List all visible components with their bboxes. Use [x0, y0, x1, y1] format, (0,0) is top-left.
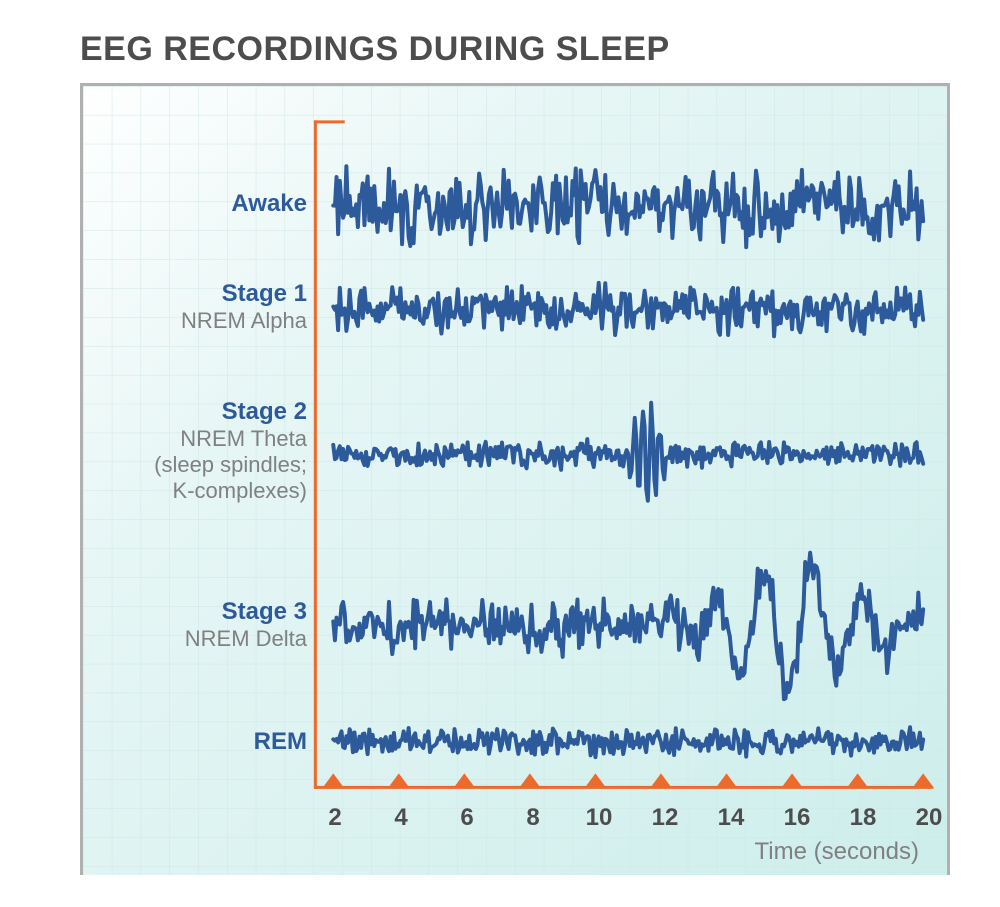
- x-tick-label: 12: [652, 804, 679, 832]
- row-label-stage3: Stage 3NREM Delta: [87, 598, 307, 652]
- stage-label: REM: [87, 728, 307, 756]
- x-tick-label: 2: [328, 804, 341, 832]
- x-axis-label: Time (seconds): [755, 838, 919, 866]
- stage-label: Awake: [87, 190, 307, 218]
- page-container: EEG RECORDINGS DURING SLEEP Awake Stage 1…: [0, 0, 1000, 907]
- row-label-stage2: Stage 2NREM Theta(sleep spindles;K-compl…: [87, 398, 307, 504]
- stage-sublabel: NREM Alpha: [87, 308, 307, 334]
- stage-sublabel: (sleep spindles;: [87, 452, 307, 478]
- x-tick-label: 10: [586, 804, 613, 832]
- row-label-rem: REM: [87, 728, 307, 756]
- x-tick-label: 4: [394, 804, 407, 832]
- stage-label: Stage 3: [87, 598, 307, 626]
- x-tick-label: 6: [460, 804, 473, 832]
- row-label-stage1: Stage 1NREM Alpha: [87, 280, 307, 334]
- x-tick-label: 8: [526, 804, 539, 832]
- chart-frame: Awake Stage 1NREM Alpha Stage 2NREM Theta(…: [80, 83, 950, 875]
- stage-sublabel: K-complexes): [87, 478, 307, 504]
- stage-label: Stage 1: [87, 280, 307, 308]
- chart-title: EEG RECORDINGS DURING SLEEP: [80, 30, 970, 69]
- row-label-awake: Awake: [87, 190, 307, 218]
- x-tick-label: 20: [916, 804, 943, 832]
- x-tick-label: 18: [850, 804, 877, 832]
- stage-sublabel: NREM Delta: [87, 626, 307, 652]
- stage-sublabel: NREM Theta: [87, 426, 307, 452]
- x-tick-label: 14: [718, 804, 745, 832]
- stage-label: Stage 2: [87, 398, 307, 426]
- x-tick-label: 16: [784, 804, 811, 832]
